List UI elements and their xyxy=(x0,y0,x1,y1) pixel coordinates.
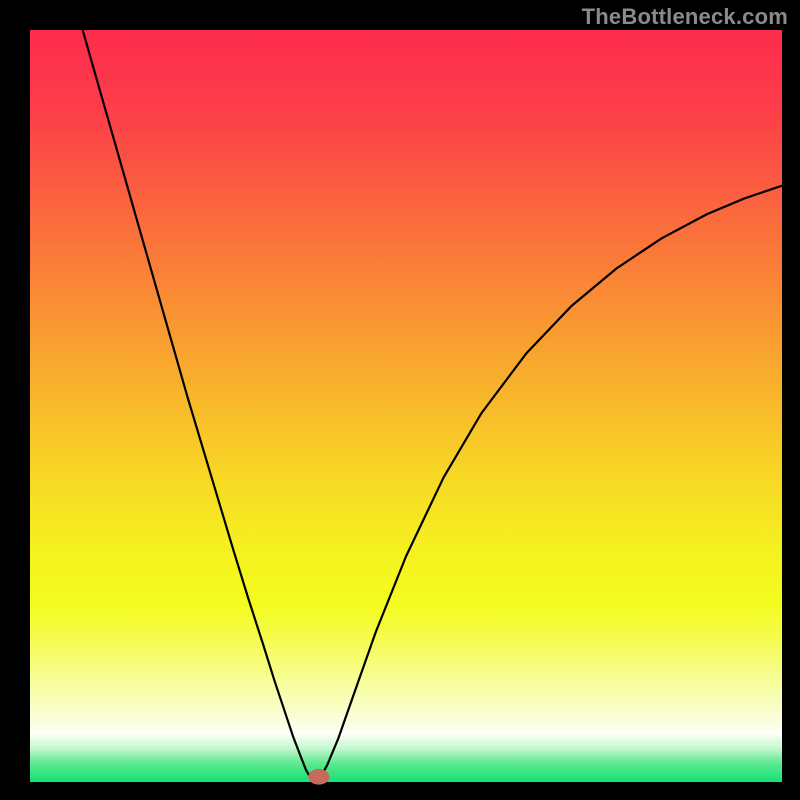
optimal-point-marker xyxy=(308,769,329,785)
curve-overlay xyxy=(0,0,800,800)
frame: TheBottleneck.com xyxy=(0,0,800,800)
bottleneck-curve xyxy=(83,30,782,782)
